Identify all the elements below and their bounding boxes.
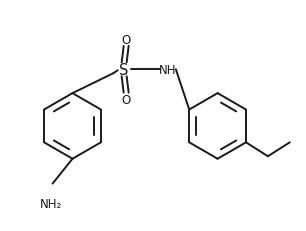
Text: O: O [121,34,131,47]
Text: NH₂: NH₂ [39,197,62,210]
Text: O: O [121,93,131,106]
Text: S: S [119,63,129,77]
Text: NH: NH [159,64,177,76]
